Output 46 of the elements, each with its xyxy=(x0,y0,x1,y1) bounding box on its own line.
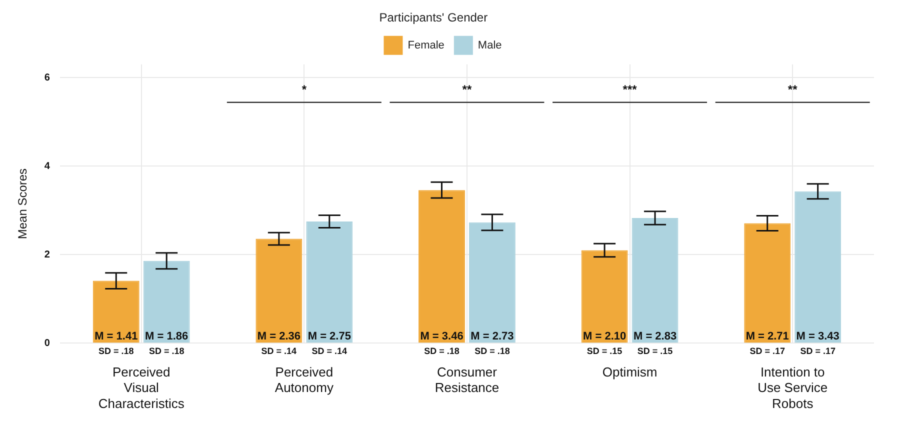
data-label: M = 3.46 xyxy=(420,330,464,343)
annotation: * xyxy=(302,82,307,97)
y-tick-label: 6 xyxy=(44,72,50,84)
bar xyxy=(418,190,465,343)
annotation: ** xyxy=(788,82,798,97)
bar xyxy=(92,280,140,343)
data-label: M = 2.10 xyxy=(583,330,626,343)
x-tick-label: Intention to Use Service Robots xyxy=(758,364,828,411)
legend-label: Male xyxy=(478,39,502,52)
y-tick-label: 0 xyxy=(44,338,50,349)
x-tick-label: Optimism xyxy=(602,364,658,380)
data-label: M = 2.75 xyxy=(308,330,351,343)
legend-title: Participants' Gender xyxy=(379,10,488,24)
y-axis-title: Mean Scores xyxy=(16,168,30,240)
x-tick-label: Consumer Resistance xyxy=(434,364,500,396)
text: SD = .15 xyxy=(586,346,622,356)
bar xyxy=(794,191,842,343)
text: SD = .15 xyxy=(637,346,673,356)
x-tick-label: Perceived Autonomy xyxy=(274,364,334,396)
text: SD = .18 xyxy=(474,346,510,356)
annotation: ** xyxy=(462,82,472,97)
annotation: *** xyxy=(622,82,638,97)
text: SD = .17 xyxy=(750,346,785,356)
data-label: M = 3.43 xyxy=(796,330,840,343)
bar xyxy=(143,260,190,343)
text: SD = .18 xyxy=(148,346,184,356)
text: SD = .18 xyxy=(424,346,460,356)
bar xyxy=(744,223,791,343)
y-tick-label: 2 xyxy=(44,249,50,260)
y-tick-label: 4 xyxy=(44,160,50,172)
bar xyxy=(469,222,516,343)
legend-label: Female xyxy=(408,39,444,52)
text: SD = .18 xyxy=(98,346,134,356)
data-label: M = 1.41 xyxy=(94,330,138,343)
text: SD = .14 xyxy=(261,346,297,356)
data-label: M = 1.86 xyxy=(145,330,188,343)
bar xyxy=(581,250,628,343)
x-tick-label: Perceived Visual Characteristics xyxy=(98,364,185,411)
text: SD = .14 xyxy=(312,346,348,356)
data-label: M = 2.83 xyxy=(633,330,677,343)
text: SD = .17 xyxy=(800,346,836,356)
bar xyxy=(306,222,353,343)
data-label: M = 2.71 xyxy=(746,330,789,343)
data-label: M = 2.36 xyxy=(257,330,300,343)
bar xyxy=(632,218,678,343)
data-label: M = 2.73 xyxy=(470,330,514,343)
